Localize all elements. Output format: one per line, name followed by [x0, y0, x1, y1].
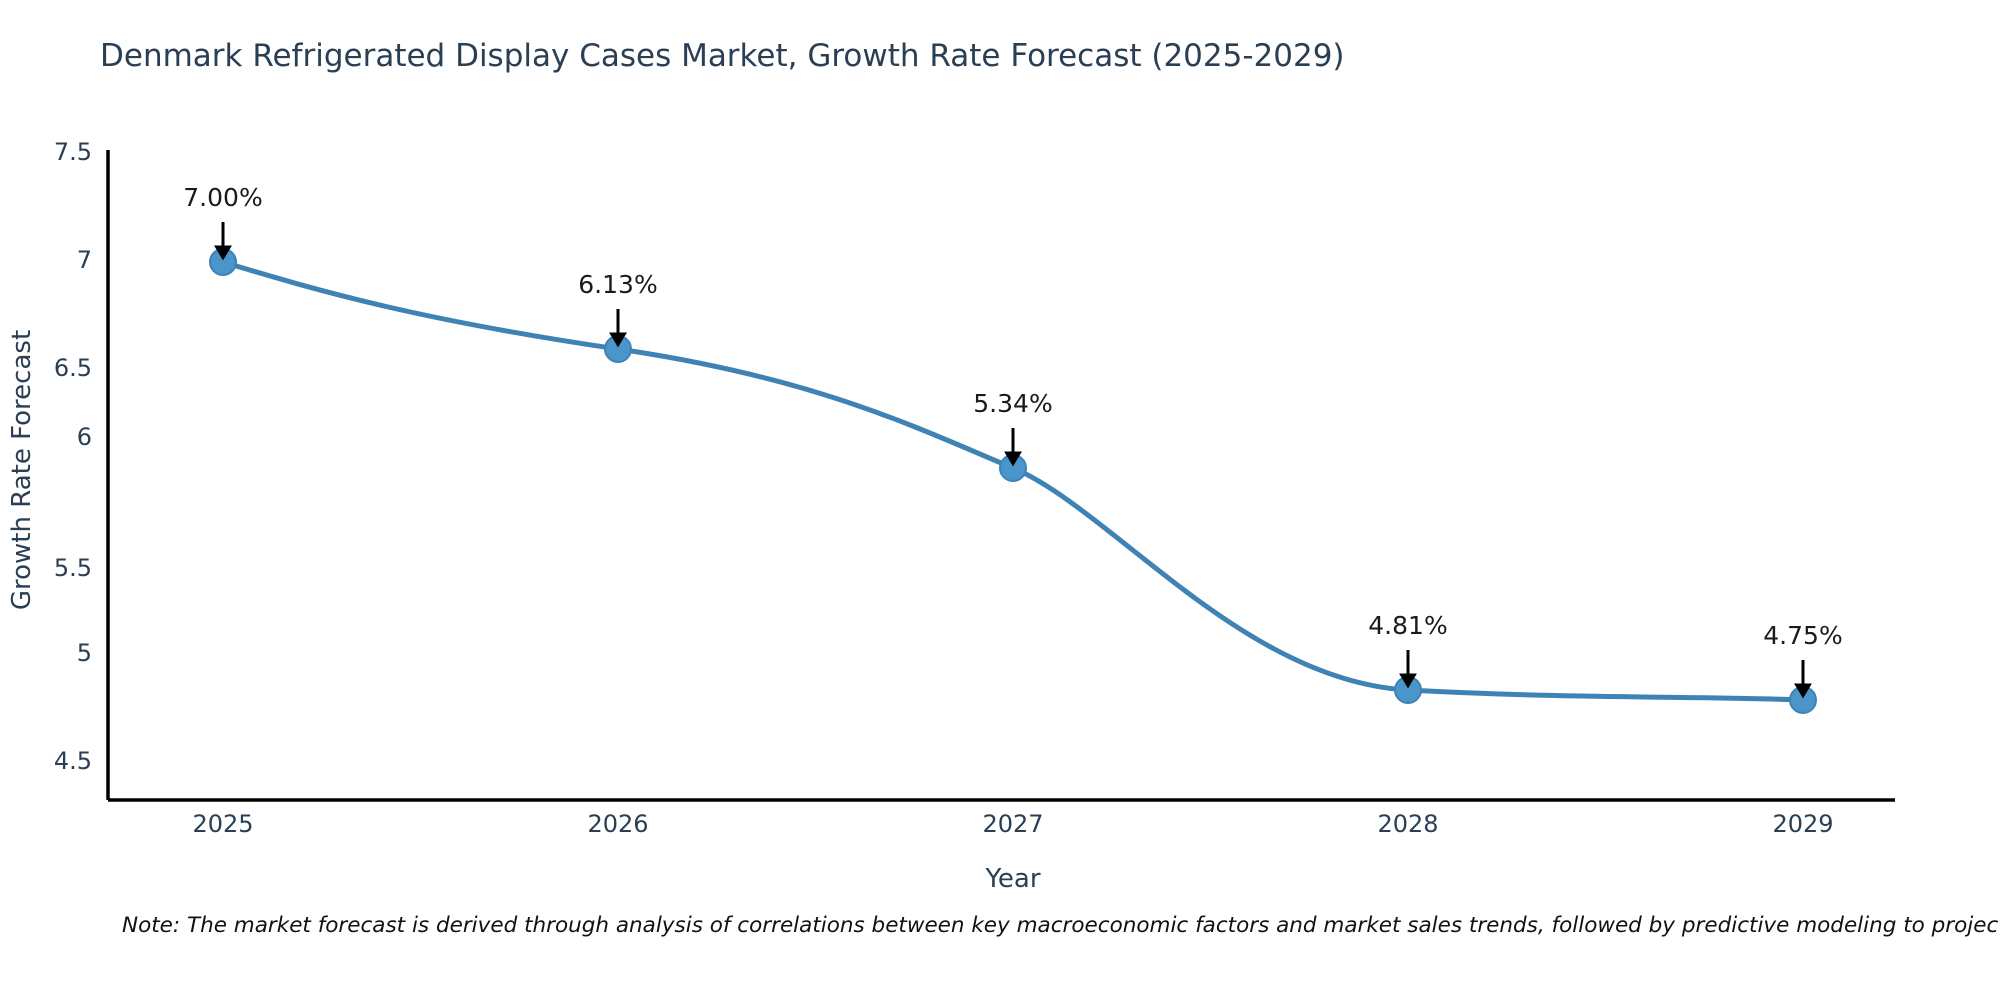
data-point-marker-2027[interactable] [999, 454, 1027, 482]
x-axis-title: Year [984, 864, 1040, 894]
y-tick-label-5: 5 [77, 639, 92, 667]
x-tick-label-2025: 2025 [192, 810, 253, 838]
data-label-2025: 7.00% [183, 183, 262, 212]
y-tick-label-2: 6.5 [54, 354, 92, 382]
y-axis-title: Growth Rate Forecast [7, 330, 37, 610]
chart-footnote: Note: The market forecast is derived thr… [122, 913, 2000, 938]
y-tick-label-1: 7 [77, 246, 92, 274]
data-point-marker-2026[interactable] [604, 335, 632, 363]
y-tick-label-3: 6 [77, 423, 92, 451]
y-tick-label-0: 7.5 [54, 138, 92, 166]
y-tick-label-4: 5.5 [54, 554, 92, 582]
x-tick-label-2027: 2027 [982, 810, 1043, 838]
data-label-2029: 4.75% [1763, 621, 1842, 650]
data-point-marker-2029[interactable] [1789, 686, 1817, 714]
data-label-2027: 5.34% [973, 389, 1052, 418]
x-tick-label-2029: 2029 [1772, 810, 1833, 838]
x-tick-label-2028: 2028 [1377, 810, 1438, 838]
y-tick-label-6: 4.5 [54, 747, 92, 775]
chart-title: Denmark Refrigerated Display Cases Marke… [100, 38, 1345, 74]
data-point-marker-2028[interactable] [1394, 676, 1422, 704]
data-label-2028: 4.81% [1368, 611, 1447, 640]
data-point-marker-2025[interactable] [209, 248, 237, 276]
data-label-2026: 6.13% [578, 270, 657, 299]
x-tick-label-2026: 2026 [587, 810, 648, 838]
